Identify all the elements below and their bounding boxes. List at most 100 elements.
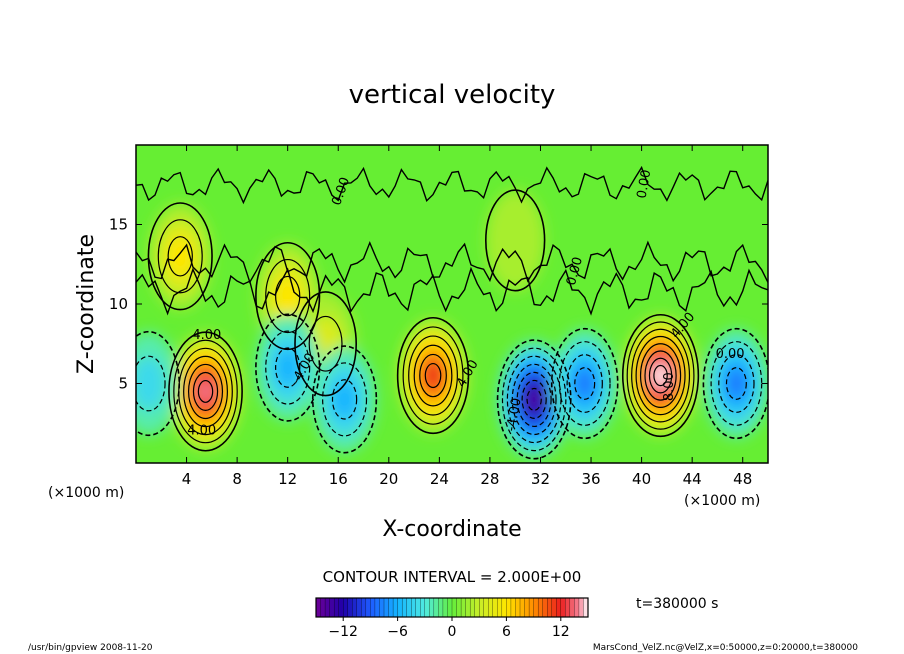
contour-label: 0.00 xyxy=(635,169,655,200)
colorbar-swatch xyxy=(474,597,480,618)
contour-line xyxy=(718,354,755,413)
contour-line xyxy=(413,344,453,407)
colorbar-swatch xyxy=(401,597,408,618)
x-tick-label: 32 xyxy=(531,470,550,488)
contour-line xyxy=(294,291,358,397)
colorbar-swatch xyxy=(492,597,498,618)
colorbar-swatch xyxy=(347,597,353,618)
contour-line xyxy=(635,335,686,416)
contour-label: -4.00 xyxy=(504,397,525,433)
colorbar-swatch xyxy=(547,597,553,618)
contour-line xyxy=(558,341,611,426)
colorbar-swatch xyxy=(324,597,331,618)
colorbar-swatch xyxy=(456,597,462,618)
y-tick-label: 15 xyxy=(109,216,128,234)
x-tick-label: 4 xyxy=(182,470,192,488)
contour-line xyxy=(136,355,166,412)
contour-line xyxy=(424,362,442,389)
colorbar-swatch xyxy=(488,597,494,618)
contour-line xyxy=(639,343,682,408)
x-tick-label: 20 xyxy=(379,470,398,488)
x-tick-label: 44 xyxy=(683,470,702,488)
heatmap-cell xyxy=(485,190,545,291)
plot-area xyxy=(136,145,768,463)
contour-line xyxy=(396,316,470,435)
colorbar-swatch xyxy=(465,597,471,618)
heatmap-cell xyxy=(136,356,166,411)
colorbar-tick-label: 0 xyxy=(448,624,457,640)
contour-line xyxy=(173,339,238,444)
x-tick-label: 16 xyxy=(329,470,348,488)
contour-line xyxy=(702,327,768,440)
x-tick-label: 36 xyxy=(581,470,600,488)
colorbar-swatch xyxy=(329,597,335,618)
contour-line xyxy=(648,357,673,394)
colorbar-swatch xyxy=(320,597,326,618)
contour-line xyxy=(147,202,213,311)
contour-label: 4.00 xyxy=(187,423,216,438)
y-tick-label: 10 xyxy=(109,295,128,313)
contour-line xyxy=(419,353,447,398)
colorbar-swatch xyxy=(524,597,530,618)
colorbar-swatch xyxy=(315,597,321,618)
colorbar-swatch xyxy=(515,597,521,618)
contour-line xyxy=(331,379,358,420)
colorbar-swatch xyxy=(506,597,512,618)
heatmap-cell xyxy=(198,380,213,403)
contour-line xyxy=(516,371,552,428)
colorbar-swatch xyxy=(338,597,344,618)
contour-line xyxy=(167,236,193,277)
footer-left: /usr/bin/gpview 2008-11-20 xyxy=(28,643,153,653)
colorbar-swatch xyxy=(333,597,340,618)
colorbar-swatch xyxy=(501,597,507,618)
contour-line xyxy=(275,347,301,388)
contour-line xyxy=(322,362,368,437)
contour-line xyxy=(192,371,219,411)
contour-line xyxy=(402,326,464,425)
colorbar-swatch xyxy=(433,597,439,618)
colorbar-swatch xyxy=(542,597,548,618)
time-label: t=380000 s xyxy=(636,596,718,612)
colorbar-swatch xyxy=(479,597,485,618)
colorbar-swatch xyxy=(447,597,453,618)
colorbar-swatch xyxy=(411,597,417,618)
y-tick-label: 5 xyxy=(118,375,128,393)
colorbar-swatch xyxy=(397,597,403,618)
colorbar-swatch xyxy=(365,597,371,618)
x-tick-label: 48 xyxy=(733,470,752,488)
heatmap-cell xyxy=(574,367,595,400)
contour-line xyxy=(183,355,228,428)
colorbar-swatch xyxy=(438,597,444,618)
colorbar-swatch xyxy=(406,597,412,618)
heatmap-cell xyxy=(653,365,668,386)
contour-line xyxy=(725,367,747,400)
colorbar-swatch xyxy=(560,597,566,618)
contour-label: 8.00 xyxy=(662,372,677,401)
colorbar-tick-label: 6 xyxy=(502,624,511,640)
colorbar-swatch xyxy=(574,597,580,618)
x-tick-label: 40 xyxy=(632,470,651,488)
colorbar-swatch xyxy=(528,597,535,618)
chart-title: vertical velocity xyxy=(349,80,556,110)
colorbar-swatch xyxy=(383,597,389,618)
colorbar-swatch xyxy=(469,597,476,618)
contour-line xyxy=(710,341,763,426)
contour-line xyxy=(408,335,458,416)
colorbar-swatch xyxy=(429,597,435,618)
contour-line xyxy=(550,327,619,440)
contour-line xyxy=(265,330,311,405)
contour-line xyxy=(136,266,768,316)
colorbar-swatch xyxy=(565,597,571,618)
contour-interval-label: CONTOUR INTERVAL = 2.000E+00 xyxy=(323,568,582,586)
contour-line xyxy=(626,321,695,430)
x-unit-left: (×1000 m) xyxy=(48,485,124,501)
contour-line xyxy=(631,328,691,423)
x-tick-label: 8 xyxy=(232,470,242,488)
y-axis-label: Z-coordinate xyxy=(74,234,99,374)
contour-line xyxy=(311,345,378,454)
contour-line xyxy=(485,189,546,292)
contour-line xyxy=(501,347,567,452)
heatmap-cell xyxy=(332,379,357,420)
x-tick-label: 24 xyxy=(430,470,449,488)
